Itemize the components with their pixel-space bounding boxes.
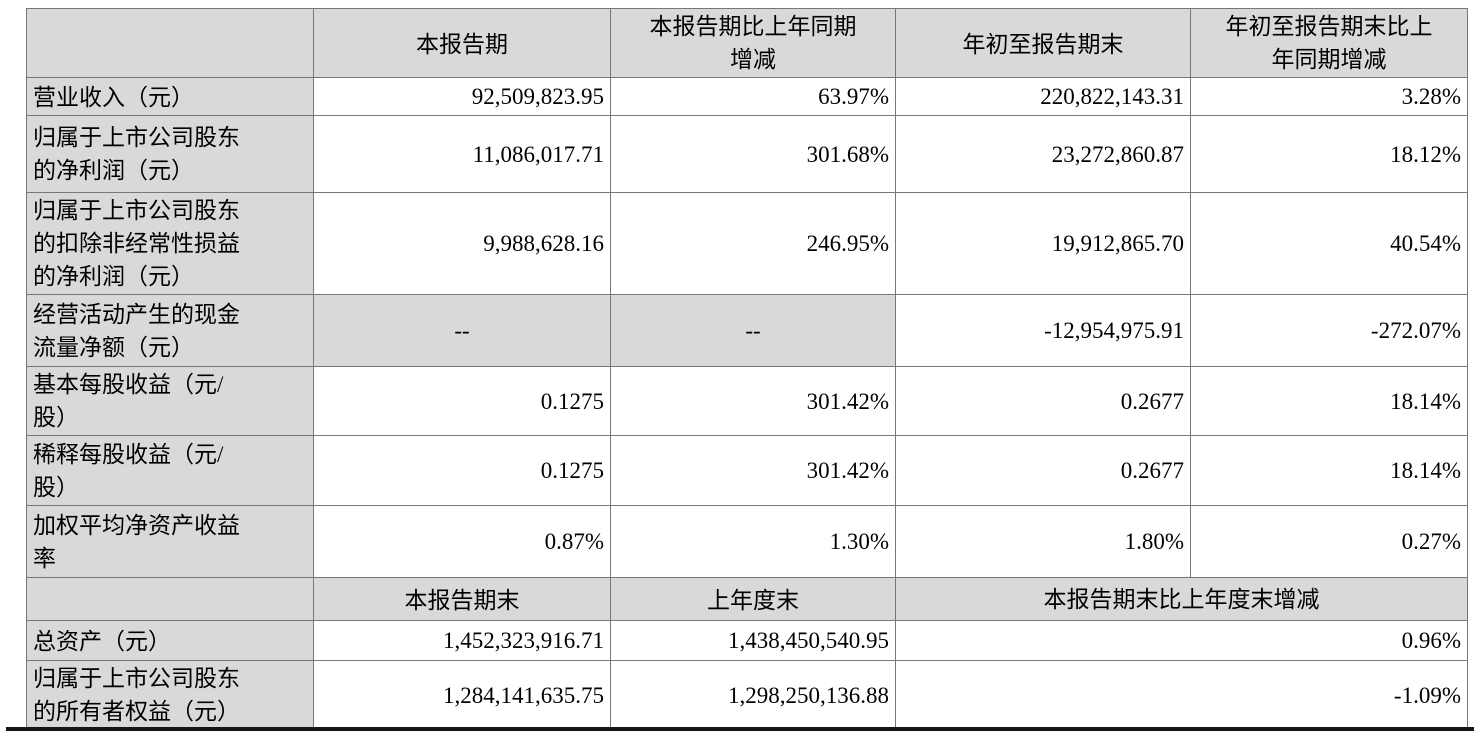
row-operating-revenue: 营业收入（元） 92,509,823.95 63.97% 220,822,143… (26, 76, 1468, 117)
prior-year-end-value: 1,438,450,540.95 (610, 620, 896, 662)
current-period-value: 0.1275 (313, 366, 611, 437)
row-net-profit-excl-nonrecurring: 归属于上市公司股东的扣除非经常性损益的净利润（元） 9,988,628.16 2… (26, 192, 1468, 296)
label-cell: 归属于上市公司股东的净利润（元） (26, 115, 314, 194)
header-row-section1: 本报告期 本报告期比上年同期增减 年初至报告期末 年初至报告期末比上年同期增减 (26, 8, 1468, 78)
row-total-assets: 总资产（元） 1,452,323,916.71 1,438,450,540.95… (26, 620, 1468, 662)
ytd-yoy-change-value: 18.12% (1190, 115, 1468, 194)
ytd-yoy-change-value: 0.27% (1190, 505, 1468, 579)
label-cell: 基本每股收益（元/股） (26, 366, 314, 437)
ytd-yoy-change-value: -272.07% (1190, 294, 1468, 368)
key-financials-table: 本报告期 本报告期比上年同期增减 年初至报告期末 年初至报告期末比上年同期增减 … (26, 8, 1468, 731)
ytd-value: 220,822,143.31 (895, 76, 1191, 117)
header-yoy-change: 本报告期比上年同期增减 (610, 8, 896, 78)
header-ytd-yoy-change: 年初至报告期末比上年同期增减 (1190, 8, 1468, 78)
row-net-profit-attributable: 归属于上市公司股东的净利润（元） 11,086,017.71 301.68% 2… (26, 115, 1468, 194)
yoy-change-value: -- (610, 294, 896, 368)
label-cell: 营业收入（元） (26, 76, 314, 117)
current-period-value: 92,509,823.95 (313, 76, 611, 117)
corner-header-cell (26, 8, 314, 78)
ytd-value: 23,272,860.87 (895, 115, 1191, 194)
row-weighted-avg-roe: 加权平均净资产收益率 0.87% 1.30% 1.80% 0.27% (26, 505, 1468, 579)
row-basic-eps: 基本每股收益（元/股） 0.1275 301.42% 0.2677 18.14% (26, 366, 1468, 437)
ytd-yoy-change-value: 18.14% (1190, 435, 1468, 507)
label-cell: 加权平均净资产收益率 (26, 505, 314, 579)
current-period-value: 0.87% (313, 505, 611, 579)
yoy-change-value: 1.30% (610, 505, 896, 579)
yoy-change-value: 301.42% (610, 435, 896, 507)
yoy-change-value: 301.68% (610, 115, 896, 194)
yoy-change-value: 63.97% (610, 76, 896, 117)
header-current-period: 本报告期 (313, 8, 611, 78)
row-diluted-eps: 稀释每股收益（元/股） 0.1275 301.42% 0.2677 18.14% (26, 435, 1468, 507)
corner-header-cell (26, 577, 314, 622)
change-vs-prior-year-end-value: 0.96% (895, 620, 1468, 662)
label-cell: 归属于上市公司股东的扣除非经常性损益的净利润（元） (26, 192, 314, 296)
ytd-value: -12,954,975.91 (895, 294, 1191, 368)
current-period-value: 11,086,017.71 (313, 115, 611, 194)
label-cell: 归属于上市公司股东的所有者权益（元） (26, 660, 314, 731)
label-cell: 稀释每股收益（元/股） (26, 435, 314, 507)
ytd-yoy-change-value: 18.14% (1190, 366, 1468, 437)
label-cell: 经营活动产生的现金流量净额（元） (26, 294, 314, 368)
current-period-value: 0.1275 (313, 435, 611, 507)
current-period-value: 9,988,628.16 (313, 192, 611, 296)
header-change-vs-prior-year-end: 本报告期末比上年度末增减 (895, 577, 1468, 622)
change-vs-prior-year-end-value: -1.09% (895, 660, 1468, 731)
ytd-value: 19,912,865.70 (895, 192, 1191, 296)
current-period-value: -- (313, 294, 611, 368)
ytd-value: 0.2677 (895, 435, 1191, 507)
ytd-yoy-change-value: 40.54% (1190, 192, 1468, 296)
yoy-change-value: 246.95% (610, 192, 896, 296)
yoy-change-value: 301.42% (610, 366, 896, 437)
ytd-yoy-change-value: 3.28% (1190, 76, 1468, 117)
header-period-end: 本报告期末 (313, 577, 611, 622)
header-row-section2: 本报告期末 上年度末 本报告期末比上年度末增减 (26, 577, 1468, 622)
period-end-value: 1,284,141,635.75 (313, 660, 611, 731)
prior-year-end-value: 1,298,250,136.88 (610, 660, 896, 731)
table-bottom-rule (6, 727, 1474, 732)
label-cell: 总资产（元） (26, 620, 314, 662)
ytd-value: 1.80% (895, 505, 1191, 579)
row-equity-attributable: 归属于上市公司股东的所有者权益（元） 1,284,141,635.75 1,29… (26, 660, 1468, 731)
header-prior-year-end: 上年度末 (610, 577, 896, 622)
header-ytd: 年初至报告期末 (895, 8, 1191, 78)
period-end-value: 1,452,323,916.71 (313, 620, 611, 662)
ytd-value: 0.2677 (895, 366, 1191, 437)
row-operating-cash-flow: 经营活动产生的现金流量净额（元） -- -- -12,954,975.91 -2… (26, 294, 1468, 368)
